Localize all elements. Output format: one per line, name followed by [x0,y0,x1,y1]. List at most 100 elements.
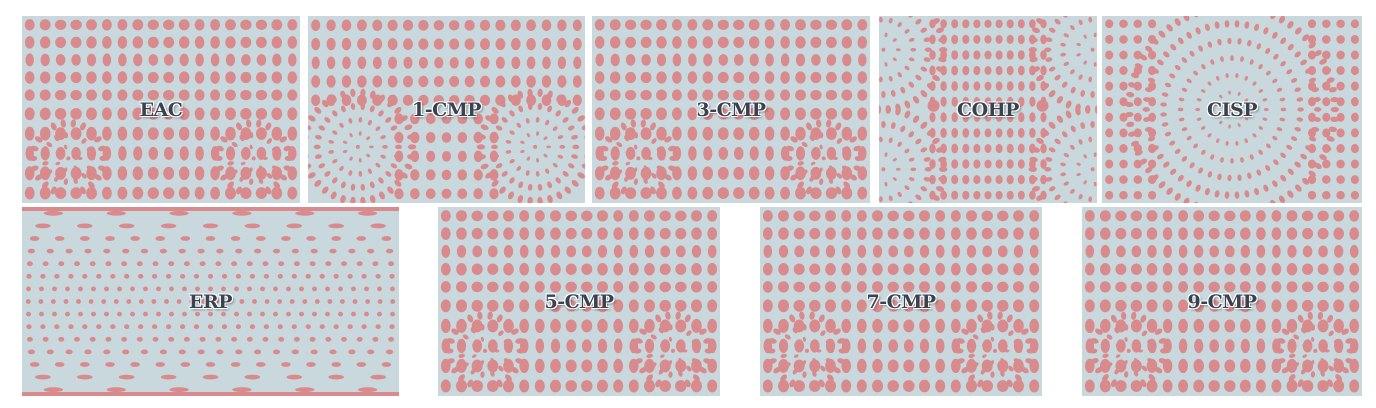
pattern-dot [1105,97,1114,107]
pattern-dot [328,374,344,380]
pattern-dot [160,223,177,229]
pattern-dot [656,186,667,200]
pattern-dot [314,134,322,140]
pattern-dot [434,57,444,69]
pattern-dot [640,19,652,30]
pattern-dot [347,324,353,330]
pattern-dot [581,299,593,312]
pattern-dot [252,299,257,304]
pattern-dot [571,134,579,140]
pattern-dot [794,245,805,258]
pattern-dot [367,248,375,254]
pattern-dot [489,169,499,181]
pattern-dot [118,146,127,161]
pattern-dot [66,156,71,161]
pattern-dot [360,103,366,110]
pattern-dot [262,336,269,342]
pattern-dot [904,65,910,71]
pattern-dot [1133,35,1143,44]
pattern-dot [327,299,333,304]
pattern-dot [1244,138,1248,144]
pattern-dot [1148,190,1157,200]
pattern-dot [210,186,221,200]
pattern-dot [1174,148,1181,155]
pattern-dot [888,195,893,202]
pattern-dot [1258,149,1263,155]
pattern-dot [940,96,947,107]
pattern-dot [1301,281,1314,293]
pattern-dot [380,135,386,140]
pattern-dot [1228,124,1231,129]
pattern-dot [535,171,540,177]
pattern-dot [221,324,228,330]
pattern-dot [825,89,838,101]
pattern-dot [255,19,268,30]
pattern-dot [1128,82,1137,88]
pattern-dot [1084,379,1095,393]
pattern-dot [385,117,392,123]
pattern-dot [440,379,451,393]
panel-erp: ERP [22,207,399,396]
pattern-dot [1146,263,1158,276]
pattern-dot [639,328,647,335]
pattern-dot [515,358,524,364]
pattern-dot [42,161,49,166]
3-cmp-pattern-svg [592,16,870,203]
pattern-dot [155,236,165,241]
pattern-dot [1256,169,1262,176]
pattern-dot [46,169,53,175]
pattern-dot [919,245,930,258]
pattern-dot [1208,210,1220,222]
pattern-dot [441,188,452,199]
pattern-dot [841,379,852,393]
pattern-dot [990,360,995,365]
pattern-dot [1294,161,1301,168]
pattern-dot [1195,184,1201,192]
pattern-dot [1017,34,1025,45]
pattern-dot [462,362,469,368]
pattern-dot [470,327,476,334]
pattern-dot [547,105,553,113]
pattern-dot [920,90,928,98]
pattern-dot [920,186,928,192]
pattern-dot [1130,281,1143,293]
pattern-dot [984,175,992,184]
pattern-dot [691,263,702,276]
pattern-dot [480,336,485,342]
pattern-dot [966,299,977,313]
pattern-dot [511,328,519,335]
pattern-dot [1084,262,1095,276]
pattern-dot [628,210,639,222]
pattern-dot [388,261,395,267]
pattern-dot [1351,112,1359,122]
pattern-dot [132,36,144,49]
pattern-dot [407,154,416,160]
pattern-dot [604,174,613,181]
pattern-dot [1029,96,1036,107]
pattern-dot [835,186,842,195]
pattern-dot [425,113,436,125]
pattern-dot [810,161,816,166]
pattern-dot [360,196,366,203]
pattern-dot [1084,318,1095,334]
pattern-dot [802,323,807,331]
pattern-dot [908,177,915,182]
pattern-dot [973,50,981,60]
pattern-dot [691,299,702,313]
pattern-dot [1110,379,1117,388]
pattern-dot [1333,281,1345,293]
pattern-dot [503,245,514,258]
pattern-dot [550,379,561,393]
pattern-dot [98,165,107,172]
pattern-dot [966,379,977,393]
pattern-dot [1224,359,1236,373]
pattern-dot [628,281,639,293]
pattern-dot [340,105,346,113]
pattern-dot [1158,30,1166,38]
pattern-dot [793,281,805,293]
pattern-dot [940,112,947,123]
pattern-dot [762,210,773,222]
pattern-dot [236,122,242,131]
pattern-dot [221,273,228,279]
pattern-dot [671,107,682,121]
